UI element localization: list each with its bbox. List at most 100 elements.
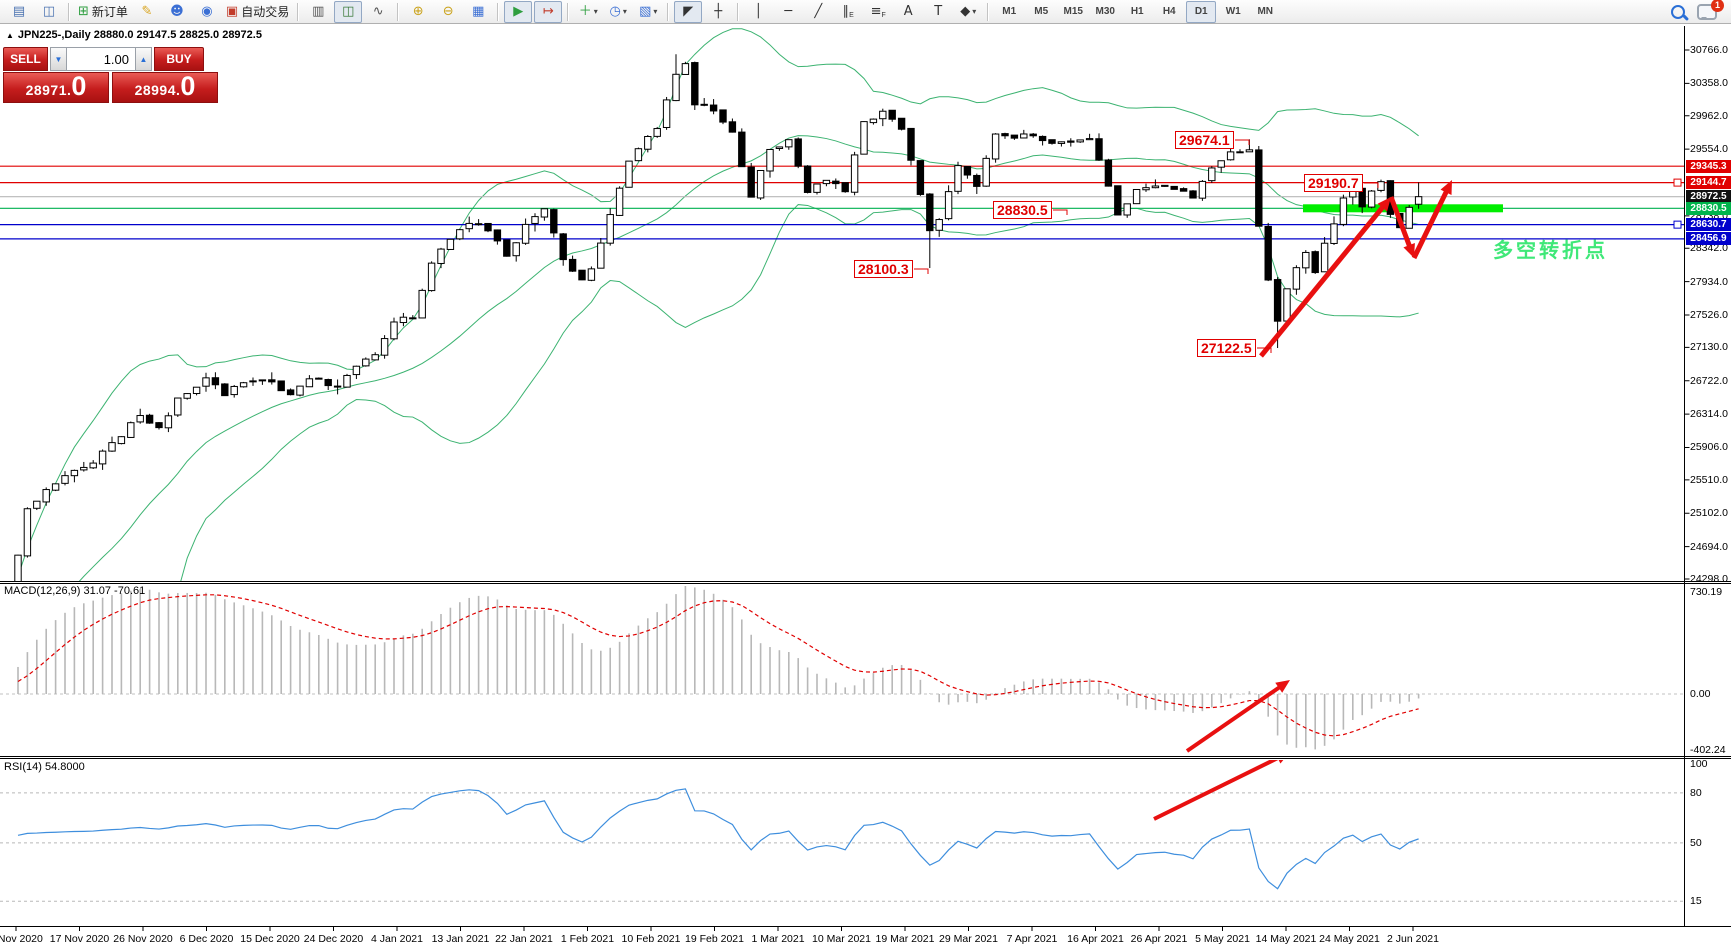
date-axis-label: 19 Feb 2021: [685, 933, 744, 945]
toolbar-separator: [297, 2, 300, 21]
price-axis-tick: 26722.0: [1690, 374, 1728, 387]
crosshair-icon: ┼: [714, 3, 723, 19]
timeframe-m5[interactable]: M5: [1026, 1, 1056, 23]
channel-button[interactable]: ∥ E: [834, 1, 862, 23]
timeframe-m1-label: M1: [1002, 6, 1017, 17]
autotrading-button[interactable]: ▣ 自动交易: [223, 1, 292, 23]
zoom-in-icon: ⊕: [412, 3, 424, 19]
collapse-triangle-icon[interactable]: ▲: [6, 31, 14, 40]
crosshair-button[interactable]: ┼: [704, 1, 732, 23]
new-order-icon: ⊞: [78, 3, 89, 19]
chart-note-text[interactable]: 多空转折点: [1493, 240, 1608, 262]
zoom-in-button[interactable]: ⊕: [404, 1, 432, 23]
text-button[interactable]: A: [894, 1, 922, 23]
line-handle[interactable]: [1673, 178, 1682, 187]
panel-frames: [0, 26, 1731, 931]
arrows-button[interactable]: ◆ ▾: [954, 1, 982, 23]
volume-down-stepper[interactable]: ▼: [50, 47, 67, 71]
timeframe-m15-label: M15: [1063, 6, 1083, 17]
bar-chart-button[interactable]: ▥: [304, 1, 332, 23]
signals-button[interactable]: ◉: [193, 1, 221, 23]
timeframe-h4[interactable]: H4: [1154, 1, 1184, 23]
buy-button[interactable]: BUY: [154, 47, 204, 71]
chart-history-button[interactable]: ◫: [35, 1, 63, 23]
auto-scroll-button[interactable]: ▶: [504, 0, 533, 23]
main-chart-panel[interactable]: [0, 28, 1684, 728]
timeframe-d1[interactable]: D1: [1186, 0, 1217, 23]
chat-icon[interactable]: 1: [1697, 0, 1724, 20]
vertical-line-button[interactable]: │: [744, 1, 772, 23]
sell-price: 28971.: [25, 82, 72, 98]
profiles-button[interactable]: ☻: [163, 1, 191, 23]
rsi-axis-label: 100: [1690, 758, 1708, 770]
volume-up-stepper[interactable]: ▲: [135, 47, 152, 71]
rsi-panel[interactable]: [0, 752, 1684, 902]
search-icon[interactable]: [1671, 4, 1685, 19]
timeframe-m1[interactable]: M1: [994, 1, 1024, 23]
support-band[interactable]: [1303, 204, 1503, 213]
symbol-title: ▲ JPN225-,Daily 28880.0 29147.5 28825.0 2…: [6, 29, 262, 41]
macd-signal-line: [17, 594, 1419, 737]
sell-button[interactable]: SELL: [3, 47, 48, 71]
zoom-out-button[interactable]: ⊖: [434, 1, 462, 23]
annotation-connector: [1235, 139, 1250, 145]
trend-arrow[interactable]: [1185, 683, 1284, 753]
date-axis-label: 26 Apr 2021: [1130, 933, 1188, 945]
periods-button[interactable]: ◷ ▾: [604, 1, 632, 23]
timeframe-m30[interactable]: M30: [1090, 1, 1120, 23]
trendline-button[interactable]: ╱: [804, 1, 832, 23]
candlestick-chart-button[interactable]: ◫: [334, 0, 363, 23]
chevron-down-icon: ▾: [622, 7, 627, 16]
chart-shift-button[interactable]: ↦: [534, 0, 563, 23]
annotation-28830.5[interactable]: 28830.5: [993, 201, 1052, 219]
date-axis-label: 4 Jan 2021: [371, 933, 423, 945]
timeframe-h1-label: H1: [1130, 6, 1144, 17]
price-tag-28456.9: 28456.9: [1686, 232, 1731, 246]
horizontal-line-icon: ─: [784, 3, 793, 19]
trend-arrow[interactable]: [1153, 756, 1282, 821]
autotrading-button-label: 自动交易: [241, 5, 290, 19]
crayon-button[interactable]: ✎: [133, 1, 161, 23]
templates-button[interactable]: ▧ ▾: [634, 1, 662, 23]
profiles-window-button[interactable]: ▤: [5, 1, 33, 23]
tile-windows-button[interactable]: ▦: [464, 1, 492, 23]
cursor-button[interactable]: ◤: [674, 0, 703, 23]
date-axis-label: 29 Mar 2021: [939, 933, 998, 945]
date-axis-label: 1 Mar 2021: [751, 933, 805, 945]
date-axis-label: 10 Feb 2021: [621, 933, 681, 945]
annotation-29190.7[interactable]: 29190.7: [1304, 174, 1363, 192]
price-axis-tick: 25510.0: [1690, 473, 1728, 486]
indicators-button[interactable]: ＋ ▾: [574, 1, 602, 23]
date-axis-label: 24 Dec 2020: [303, 933, 364, 945]
rsi-axis-label: 80: [1690, 786, 1702, 799]
date-axis-label: 13 Jan 2021: [431, 933, 490, 945]
horizontal-line-button[interactable]: ─: [774, 1, 802, 23]
line-chart-button[interactable]: ∿: [364, 1, 392, 23]
trend-arrow[interactable]: [1259, 202, 1388, 358]
trend-arrow[interactable]: [1411, 186, 1451, 260]
timeframe-h1[interactable]: H1: [1122, 1, 1152, 23]
fibonacci-button[interactable]: ≡ F: [864, 1, 892, 23]
profiles-window-icon: ▤: [12, 3, 26, 19]
annotation-27122.5[interactable]: 27122.5: [1197, 339, 1256, 357]
timeframe-w1[interactable]: W1: [1218, 1, 1248, 23]
price-axis-tick: 27934.0: [1690, 275, 1728, 288]
macd-panel[interactable]: [0, 586, 1684, 753]
line-handle[interactable]: [1673, 220, 1682, 229]
timeframe-m15[interactable]: M15: [1058, 1, 1088, 23]
toolbar-right-group: 1: [1663, 0, 1727, 20]
date-axis-label: 22 Jan 2021: [495, 933, 553, 945]
price-tag-28972.5: 28972.5: [1686, 190, 1731, 204]
chart-history-icon: ◫: [42, 3, 56, 19]
volume-input[interactable]: 1.00: [67, 47, 135, 71]
timeframe-mn[interactable]: MN: [1250, 1, 1280, 23]
annotation-29674.1[interactable]: 29674.1: [1175, 131, 1234, 149]
rsi-axis-label: 15: [1690, 895, 1702, 908]
annotation-28100.3[interactable]: 28100.3: [854, 260, 913, 278]
text-label-button[interactable]: T: [924, 1, 952, 23]
trend-arrow[interactable]: [1388, 196, 1414, 251]
new-order-button[interactable]: ⊞ 新订单: [75, 1, 131, 23]
sell-price-button[interactable]: 28971. 0: [3, 72, 109, 103]
buy-price-button[interactable]: 28994. 0: [112, 72, 218, 103]
